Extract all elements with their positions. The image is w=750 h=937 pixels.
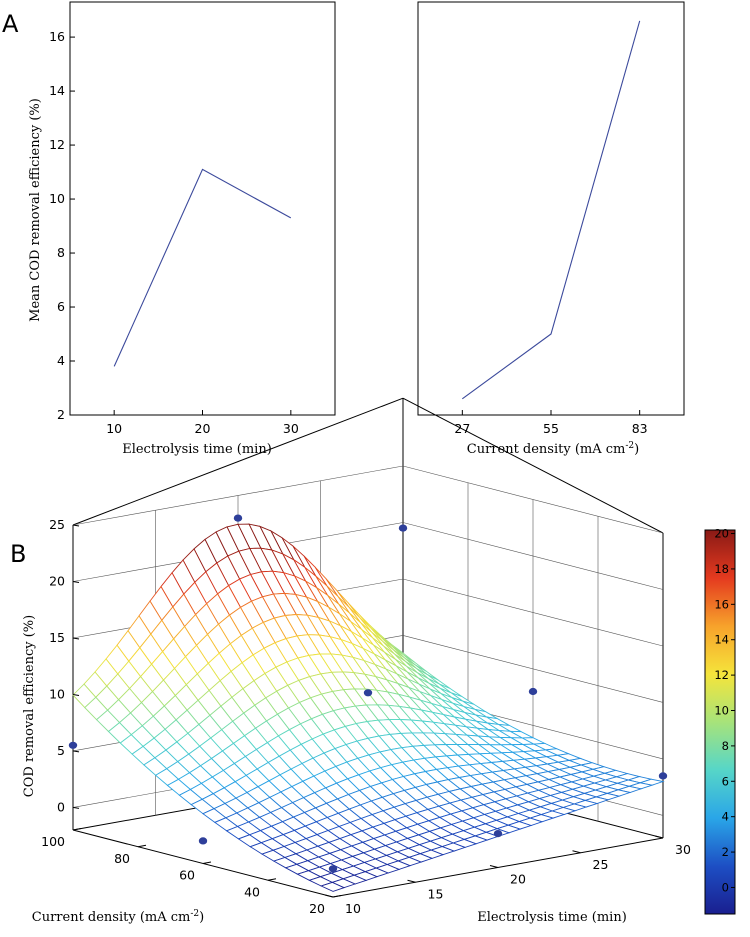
panel-b-observed-point <box>658 772 668 780</box>
panel-a-left-y-tick-label: 4 <box>57 353 65 368</box>
panel-b-time-tick-label: 15 <box>428 886 444 901</box>
panel-a-right-x-tick-label: 55 <box>543 421 559 436</box>
panel-a-y-axis-label: Mean COD removal efficiency (%) <box>28 98 43 322</box>
panel-b-observed-point <box>198 837 208 845</box>
panel-b-z-tick <box>72 693 80 696</box>
panel-a-left-y-tick-label: 10 <box>49 191 65 206</box>
panel-a-left-x-axis-label: Electrolysis time (min) <box>122 442 272 457</box>
panel-b-wall-top-edge <box>402 397 664 534</box>
panel-a-left-y-tick-label: 2 <box>57 407 65 422</box>
panel-b-observed-point <box>233 514 243 522</box>
panel-b-observed-point <box>398 524 408 532</box>
colorbar-tick-label: 16 <box>714 597 729 611</box>
panel-b-observed-point <box>493 830 503 838</box>
colorbar-tick-label: 4 <box>722 810 729 824</box>
panel-b-z-tick-label: 5 <box>57 743 65 758</box>
panel-b-cd-tick-label: 40 <box>244 884 260 899</box>
panel-b-time-tick-label: 30 <box>675 842 691 857</box>
colorbar: 0 2 4 6 8 10 12 14 16 18 20 <box>704 527 736 915</box>
panel-b-time-tick <box>572 850 581 854</box>
panel-b-wall-top-edge <box>72 397 404 526</box>
panel-b-time-tick-label: 20 <box>510 872 526 887</box>
panel-b-cd-tick <box>137 844 147 848</box>
colorbar-tick-label: 6 <box>722 774 729 788</box>
panel-b-z-tick-label: 0 <box>57 799 65 814</box>
panel-a-left-x-tick-label: 30 <box>283 421 299 436</box>
panel-b-observed-point <box>528 687 538 696</box>
panel-b-time-tick-label: 10 <box>345 901 361 916</box>
panel-b-surface-chart: COD removal efficiency (%) Current densi… <box>22 397 691 925</box>
panel-b-observed-point <box>68 741 78 749</box>
colorbar-tick-label: 12 <box>714 668 729 682</box>
colorbar-tick-label: 18 <box>714 562 729 576</box>
panel-b-time-tick <box>407 879 416 883</box>
panel-b-cd-tick <box>267 878 277 881</box>
panel-b-observed-point <box>363 689 373 697</box>
panel-a-label: A <box>2 10 19 38</box>
panel-a-left-y-tick-label: 6 <box>57 299 65 314</box>
panel-b-cd-tick-label: 60 <box>179 868 195 883</box>
panel-a-right-chart: Current density (mA cm-2) 275583 <box>417 1 685 457</box>
panel-b-z-axis-label: COD removal efficiency (%) <box>22 615 37 797</box>
panel-b-z-tick-label: 15 <box>49 630 65 645</box>
panel-b-z-tick <box>72 637 80 640</box>
colorbar-tick-label: 20 <box>714 527 729 541</box>
panel-b-z-tick <box>72 580 80 583</box>
panel-a-left-axes <box>69 1 336 416</box>
panel-b-surface-cell <box>319 881 346 892</box>
panel-b-z-tick-label: 10 <box>49 686 65 701</box>
panel-a-right-axes <box>417 1 685 416</box>
panel-b-cd-tick-label: 100 <box>41 834 65 849</box>
panel-b-z-tick-label: 25 <box>49 517 65 532</box>
panel-b-z-tick <box>72 750 80 753</box>
panel-b-time-tick <box>324 894 334 898</box>
panel-b-z-tick <box>72 806 80 809</box>
panel-a-right-x-axis-label: Current density (mA cm-2) <box>467 441 639 457</box>
panel-b-label: B <box>10 540 26 568</box>
panel-a-left-y-tick-label: 16 <box>49 29 65 44</box>
panel-b-z-tick-label: 20 <box>49 573 65 588</box>
panel-a-left-chart: Mean COD removal efficiency (%) Electrol… <box>28 1 336 457</box>
panel-a-left-y-tick-label: 8 <box>57 245 65 260</box>
panel-a-right-series-line <box>461 20 641 400</box>
panel-b-cd-tick-label: 80 <box>114 851 130 866</box>
colorbar-tick-label: 0 <box>722 880 729 894</box>
colorbar-tick-label: 8 <box>722 739 729 753</box>
panel-b-z-tick <box>72 524 80 527</box>
panel-b-cd-tick <box>332 895 342 898</box>
panel-b-time-tick <box>489 865 499 868</box>
colorbar-gradient <box>704 529 736 915</box>
panel-a-right-x-tick-label: 83 <box>632 421 648 436</box>
panel-b-cd-tick-label: 20 <box>309 901 325 916</box>
panel-b-observed-point <box>328 865 338 873</box>
panel-b-time-tick-label: 25 <box>593 857 609 872</box>
panel-a-left-series-line <box>113 168 292 367</box>
panel-a-left-x-tick-label: 10 <box>106 421 122 436</box>
colorbar-tick-label: 10 <box>714 703 729 717</box>
panel-a-left-x-tick-label: 20 <box>195 421 211 436</box>
colorbar-tick-label: 14 <box>714 633 729 647</box>
panel-b-time-tick <box>654 835 664 839</box>
colorbar-tick-label: 2 <box>722 845 729 859</box>
panel-b-cd-tick <box>202 861 212 864</box>
panel-a-left-y-tick-label: 14 <box>49 83 65 98</box>
panel-b-time-axis-label: Electrolysis time (min) <box>477 910 627 925</box>
panel-b-cd-tick <box>72 828 82 831</box>
panel-a-left-y-tick-label: 12 <box>49 137 65 152</box>
panel-b-current-density-label: Current density (mA cm-2) <box>32 909 204 925</box>
